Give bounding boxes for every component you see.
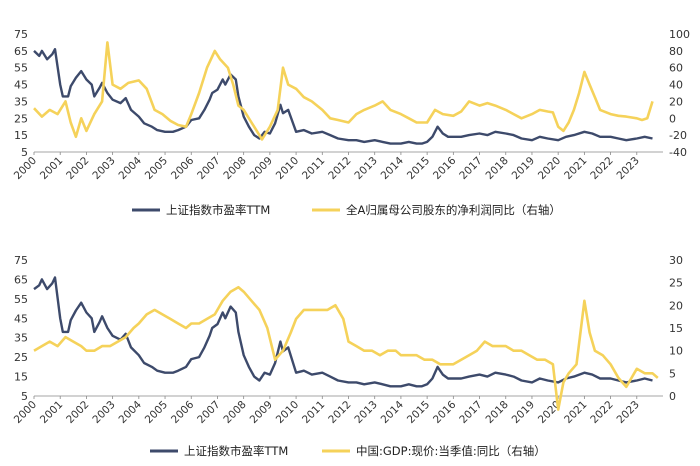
x-tick-label: 2004 [117,154,145,182]
x-tick-label: 2009 [248,155,275,182]
x-tick-label: 2020 [536,155,563,182]
x-tick-label: 2009 [248,399,275,426]
x-tick-label: 2015 [405,399,432,426]
right-y-tick-label: -20 [669,129,687,142]
x-tick-label: 2011 [300,399,327,426]
right-y-tick-label: 60 [669,62,683,75]
x-tick-label: 2012 [326,399,353,426]
right-y-tick-label: 30 [669,254,683,267]
right-y-tick-label: 10 [669,345,683,358]
right-y-tick-label: 40 [669,79,683,92]
x-tick-label: 2022 [588,399,615,426]
x-tick-label: 2023 [615,399,642,426]
top-x-ticks: 2000200120022003200420052006200720082009… [12,152,642,182]
x-tick-label: 2018 [483,155,510,182]
x-tick-label: 2003 [90,399,117,426]
top-right-y-ticks: 100 80 60 40 20 0 -20 -40 [669,28,690,159]
x-tick-label: 2008 [221,399,248,426]
x-tick-label: 2000 [12,155,39,182]
x-tick-label: 2002 [64,155,91,182]
legend-label: 全A归属母公司股东的净利润同比（右轴） [346,203,561,217]
x-tick-label: 2016 [431,154,459,182]
x-tick-label: 2010 [274,155,301,182]
x-tick-label: 2013 [352,155,379,182]
left-y-tick-label: 35 [14,332,28,345]
x-tick-label: 2013 [352,399,379,426]
top-series-lines [33,41,654,145]
left-y-tick-label: 5 [21,146,28,159]
left-y-tick-label: 55 [14,293,28,306]
left-y-tick-label: 75 [14,254,28,267]
x-tick-label: 2014 [379,154,407,182]
x-tick-label: 2006 [169,154,197,182]
x-tick-label: 2023 [615,155,642,182]
right-y-tick-label: 20 [669,95,683,108]
x-tick-label: 2004 [117,398,145,426]
bottom-right-y-ticks: 30 25 20 15 10 5 0 [669,254,683,403]
series-line-left-axis [33,276,653,388]
right-y-tick-label: 0 [669,112,676,125]
legend-label: 中国:GDP:现价:当季值:同比（右轴） [356,444,546,458]
top-legend: 上证指数市盈率TTM 全A归属母公司股东的净利润同比（右轴） [132,203,561,217]
left-y-tick-label: 5 [21,390,28,403]
x-tick-label: 2001 [38,399,65,426]
x-tick-label: 2005 [143,399,170,426]
x-tick-label: 2015 [405,155,432,182]
series-line-right-axis [33,285,659,411]
x-tick-label: 2002 [64,399,91,426]
left-y-tick-label: 65 [14,273,28,286]
series-line-left-axis [33,48,653,145]
x-tick-label: 2006 [169,398,197,426]
right-y-tick-label: 0 [669,390,676,403]
left-y-tick-label: 45 [14,312,28,325]
right-y-tick-label: -40 [669,146,687,159]
x-tick-label: 2019 [510,399,537,426]
series-line-right-axis [33,41,654,141]
x-tick-label: 2001 [38,155,65,182]
x-tick-label: 2019 [510,155,537,182]
bottom-x-ticks: 2000200120022003200420052006200720082009… [12,396,642,426]
left-y-tick-label: 75 [14,28,28,41]
left-y-tick-label: 25 [14,112,28,125]
bottom-left-y-ticks: 75 65 55 45 35 25 15 5 [14,254,28,403]
bottom-series-lines [33,276,659,411]
x-tick-label: 2007 [195,399,222,426]
x-tick-label: 2017 [457,399,484,426]
right-y-tick-label: 15 [669,322,683,335]
x-tick-label: 2022 [588,155,615,182]
top-left-y-ticks: 75 65 55 45 35 25 15 5 [14,28,28,159]
left-y-tick-label: 15 [14,129,28,142]
left-y-tick-label: 15 [14,371,28,384]
x-tick-label: 2000 [12,399,39,426]
x-tick-label: 2018 [483,399,510,426]
legend-label: 上证指数市盈率TTM [184,444,288,458]
left-y-tick-label: 25 [14,351,28,364]
x-tick-label: 2017 [457,155,484,182]
right-y-tick-label: 100 [669,28,690,41]
x-tick-label: 2003 [90,155,117,182]
right-y-tick-label: 25 [669,277,683,290]
bottom-legend: 上证指数市盈率TTM 中国:GDP:现价:当季值:同比（右轴） [150,444,546,458]
x-tick-label: 2016 [431,398,459,426]
left-y-tick-label: 65 [14,45,28,58]
legend-label: 上证指数市盈率TTM [166,203,270,217]
left-y-tick-label: 55 [14,62,28,75]
x-tick-label: 2005 [143,155,170,182]
x-tick-label: 2008 [221,155,248,182]
x-tick-label: 2011 [300,155,327,182]
right-y-tick-label: 5 [669,367,676,380]
x-tick-label: 2021 [562,399,589,426]
left-y-tick-label: 35 [14,95,28,108]
x-tick-label: 2012 [326,155,353,182]
right-y-tick-label: 80 [669,45,683,58]
x-tick-label: 2021 [562,155,589,182]
x-tick-label: 2007 [195,155,222,182]
x-tick-label: 2010 [274,399,301,426]
left-y-tick-label: 45 [14,79,28,92]
right-y-tick-label: 20 [669,299,683,312]
x-tick-label: 2014 [379,398,407,426]
